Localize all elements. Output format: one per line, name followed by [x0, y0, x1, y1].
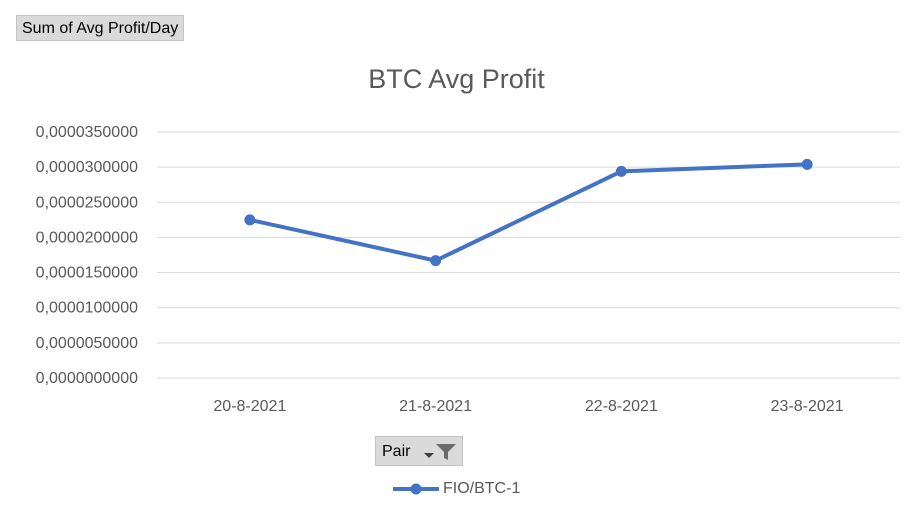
data-point[interactable] — [801, 158, 813, 170]
x-tick-label: 20-8-2021 — [213, 398, 286, 415]
y-tick-label: 0,0000100000 — [36, 300, 138, 317]
pair-filter-label: Pair — [382, 443, 411, 460]
y-tick-label: 0,0000050000 — [36, 335, 138, 352]
filter-icon — [436, 444, 456, 460]
series-line — [249, 162, 808, 263]
data-point[interactable] — [430, 255, 442, 267]
y-tick-label: 0,0000250000 — [36, 194, 138, 211]
legend-swatch — [393, 483, 439, 495]
y-tick-label: 0,0000000000 — [36, 370, 138, 387]
value-field-button[interactable]: Sum of Avg Profit/Day — [16, 15, 185, 41]
y-tick-label: 0,0000300000 — [36, 159, 138, 176]
chevron-down-icon — [424, 453, 434, 458]
pair-filter-button[interactable]: Pair — [375, 436, 463, 466]
chart-title: BTC Avg Profit — [368, 64, 545, 94]
legend-label: FIO/BTC-1 — [443, 480, 521, 497]
data-point[interactable] — [244, 214, 256, 226]
x-tick-label: 21-8-2021 — [399, 398, 472, 415]
x-tick-label: 23-8-2021 — [771, 398, 844, 415]
data-point[interactable] — [615, 165, 627, 177]
y-tick-label: 0,0000200000 — [36, 229, 138, 246]
y-tick-label: 0,0000150000 — [36, 265, 138, 282]
x-tick-label: 22-8-2021 — [585, 398, 658, 415]
y-tick-label: 0,0000350000 — [36, 124, 138, 141]
